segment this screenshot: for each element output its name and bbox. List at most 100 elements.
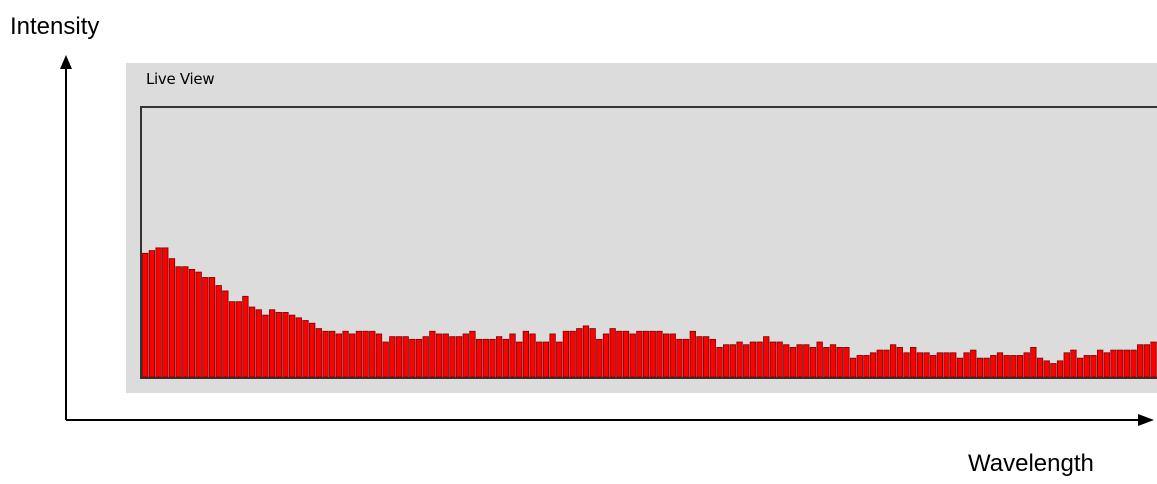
spectrum-bar <box>803 344 810 378</box>
spectrum-bar <box>449 336 456 378</box>
spectrum-bar <box>536 341 543 378</box>
spectrum-bar <box>142 252 149 378</box>
spectrum-bar <box>709 338 716 378</box>
spectrum-bar <box>1150 341 1157 378</box>
spectrum-bar <box>1143 344 1151 378</box>
spectrum-bar <box>155 247 162 378</box>
spectrum-bar <box>442 333 449 378</box>
spectrum-bar <box>529 333 536 378</box>
spectrum-bar <box>1123 349 1130 378</box>
spectrum-bar <box>1036 357 1044 378</box>
spectrum-bar <box>309 322 316 378</box>
spectrum-bar <box>1110 349 1117 378</box>
spectrum-bar <box>869 352 877 378</box>
spectrum-bar <box>455 336 463 378</box>
spectrum-bar <box>756 341 763 378</box>
spectrum-bar <box>829 344 837 378</box>
spectrum-bar <box>409 338 416 378</box>
spectrum-bar <box>956 357 964 378</box>
spectrum-bar <box>602 333 610 378</box>
spectrum-bar <box>242 295 249 378</box>
spectrum-bar <box>996 352 1004 378</box>
spectrum-bar <box>1003 355 1010 378</box>
spectrum-bar <box>656 330 663 378</box>
spectrum-bar <box>1016 355 1024 378</box>
spectrum-bar <box>609 328 616 378</box>
spectrum-bar <box>469 330 476 378</box>
spectrum-bar <box>429 330 436 378</box>
spectrum-bar <box>1070 349 1077 378</box>
spectrum-bar <box>482 338 489 378</box>
spectrum-bar <box>255 309 262 378</box>
spectrum-bar <box>836 347 843 378</box>
spectrum-bar <box>636 330 643 378</box>
spectrum-bar <box>509 333 516 378</box>
spectrum-bar <box>1043 360 1050 378</box>
spectrum-bar <box>796 344 803 378</box>
spectrum-bar <box>883 349 890 378</box>
panel-title: Live View <box>146 70 215 88</box>
spectrum-bar <box>275 312 282 378</box>
spectrum-bar <box>375 333 383 378</box>
spectrum-bar <box>903 352 910 378</box>
spectrum-bar <box>329 330 336 378</box>
spectrum-bar <box>208 277 216 378</box>
spectrum-bar <box>576 328 583 378</box>
spectrum-bar <box>369 330 376 378</box>
spectrum-bar <box>475 338 483 378</box>
spectrum-bar <box>970 349 977 378</box>
spectrum-bar <box>1137 344 1144 378</box>
spectrum-bar <box>923 352 930 378</box>
spectrum-bar <box>556 341 563 378</box>
spectrum-bar <box>936 352 944 378</box>
spectrum-bar <box>342 330 349 378</box>
spectrum-bar <box>402 336 409 378</box>
spectrum-bar <box>248 306 256 378</box>
spectrum-bar <box>676 338 683 378</box>
y-axis-arrowhead <box>60 55 72 69</box>
spectrum-bar <box>562 330 570 378</box>
spectrum-bar <box>983 357 990 378</box>
spectrum-bar <box>549 333 556 378</box>
spectrum-bar <box>1076 357 1084 378</box>
spectrum-bar <box>168 258 176 378</box>
spectrum-bar <box>662 333 670 378</box>
spectrum-bar <box>1117 349 1124 378</box>
spectrum-bar <box>268 309 276 378</box>
spectrum-bar <box>616 330 623 378</box>
spectrum-bar <box>930 355 937 378</box>
spectrum-bar <box>863 355 870 378</box>
spectrum-bar <box>569 330 576 378</box>
spectrum-bar <box>689 330 696 378</box>
spectrum-bar <box>349 333 356 378</box>
spectrum-bar <box>235 301 242 378</box>
spectrum-bar <box>963 352 970 378</box>
spectrum-bar <box>148 250 156 378</box>
spectrum-bar <box>335 333 343 378</box>
spectrum-bar <box>355 330 363 378</box>
spectrum-bar <box>950 352 957 378</box>
spectrum-bar <box>1083 355 1090 378</box>
spectrum-bar <box>1063 352 1070 378</box>
spectrum-bar <box>462 333 469 378</box>
spectrum-bar <box>542 341 550 378</box>
spectrum-bar <box>716 347 723 378</box>
spectrum-bar <box>489 338 496 378</box>
spectrum-bar <box>703 336 710 378</box>
y-axis-label: Intensity <box>10 13 100 40</box>
spectrum-bar <box>743 344 750 378</box>
spectrum-bar <box>776 341 783 378</box>
spectrum-bar <box>809 347 817 378</box>
spectrum-bar <box>496 336 503 378</box>
spectrum-bar <box>228 301 236 378</box>
spectrum-bar <box>990 355 997 378</box>
spectrum-bar <box>943 352 950 378</box>
spectrum-bar <box>175 266 182 378</box>
spectrum-bar <box>1097 349 1104 378</box>
spectrum-bar <box>976 357 984 378</box>
spectrum-bar <box>682 338 690 378</box>
spectrum-bar <box>1010 355 1017 378</box>
spectrum-bar <box>823 347 830 378</box>
